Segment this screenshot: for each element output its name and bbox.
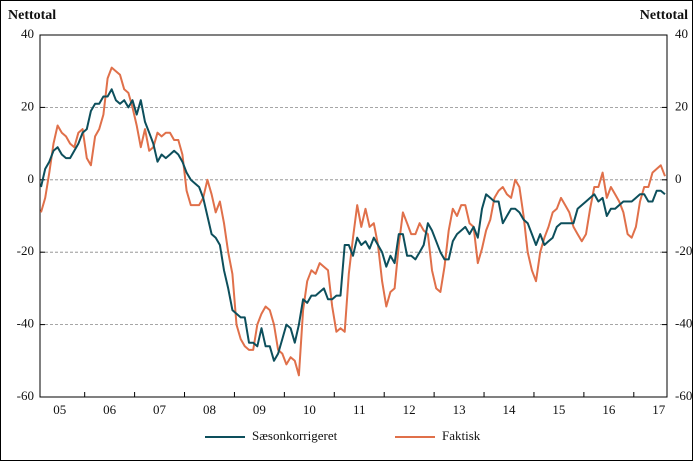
x-tick-label: 08 [203,402,216,417]
x-tick-label: 07 [153,402,167,417]
legend-label: Sæsonkorrigeret [252,428,338,443]
x-tick-label: 15 [552,402,565,417]
x-tick-label: 06 [103,402,117,417]
x-tick-label: 13 [453,402,466,417]
y-tick-label: 0 [28,171,35,186]
series-line [40,66,666,377]
y2-tick-label: 0 [675,171,682,186]
y-tick-label: -40 [17,316,34,331]
y2-tick-label: -60 [675,388,692,403]
y-tick-label: 40 [21,26,34,41]
x-tick-label: 16 [602,402,616,417]
plot-frame [39,34,668,398]
y-tick-label: -60 [17,388,34,403]
x-tick-label: 12 [403,402,416,417]
x-tick-label: 14 [503,402,517,417]
x-tick-label: 05 [53,402,66,417]
y-tick-label: -20 [17,243,34,258]
x-tick-label: 10 [303,402,316,417]
y2-tick-label: -20 [675,243,692,258]
y-axis-label: Nettotal [8,8,56,23]
y2-axis-label: Nettotal [640,8,688,23]
x-tick-label: 09 [253,402,266,417]
y-tick-label: 20 [21,98,34,113]
y2-tick-label: -40 [675,316,692,331]
legend-label: Faktisk [442,428,481,443]
y2-tick-label: 40 [675,26,688,41]
x-tick-label: 11 [353,402,366,417]
x-tick-label: 17 [652,402,666,417]
series-line [40,88,666,362]
y2-tick-label: 20 [675,98,688,113]
